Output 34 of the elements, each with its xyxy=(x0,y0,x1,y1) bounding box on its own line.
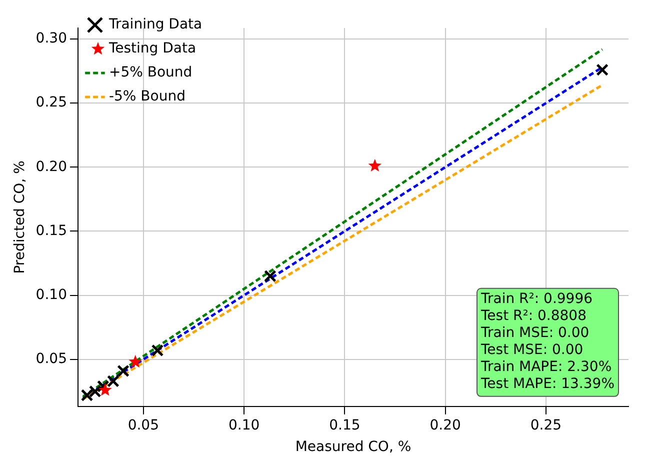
x-tick-label: 0.25 xyxy=(530,417,562,434)
x-tick-label: 0.20 xyxy=(430,417,461,434)
x-tick-label: 0.15 xyxy=(329,417,360,434)
legend-label: Testing Data xyxy=(108,40,196,57)
x-tick-label: 0.05 xyxy=(128,417,159,434)
point xyxy=(98,383,112,396)
point xyxy=(264,270,276,282)
point xyxy=(88,385,102,398)
point xyxy=(596,64,609,76)
point xyxy=(117,364,130,378)
x-axis-title: Measured CO, % xyxy=(295,439,412,456)
y-tick-label: 0.05 xyxy=(36,351,67,368)
point xyxy=(151,344,164,357)
annotation: Train MAPE: 2.30% xyxy=(480,359,612,376)
legend-label: +5% Bound xyxy=(108,64,192,81)
point xyxy=(80,389,94,402)
annotation: Train R²: 0.9996 xyxy=(480,291,593,308)
point xyxy=(96,380,110,392)
x-tick-label: 0.10 xyxy=(228,417,260,434)
point xyxy=(107,374,120,388)
y-tick-label: 0.25 xyxy=(36,94,67,111)
y-axis-title: Predicted CO, % xyxy=(12,160,28,274)
annotation: Test R²: 0.8808 xyxy=(480,308,587,324)
point xyxy=(368,158,382,172)
annotation: Train MSE: 0.00 xyxy=(480,325,590,342)
y-tick-label: 0.15 xyxy=(36,222,67,239)
legend-label: -5% Bound xyxy=(108,88,186,105)
point xyxy=(128,354,142,368)
annotation: Test MSE: 0.00 xyxy=(480,342,584,358)
y-tick-label: 0.20 xyxy=(36,158,67,175)
legend-label: Training Data xyxy=(108,16,202,33)
annotation: Test MAPE: 13.39% xyxy=(480,376,615,392)
y-tick-label: 0.30 xyxy=(36,30,67,47)
y-tick-label: 0.10 xyxy=(36,286,67,303)
